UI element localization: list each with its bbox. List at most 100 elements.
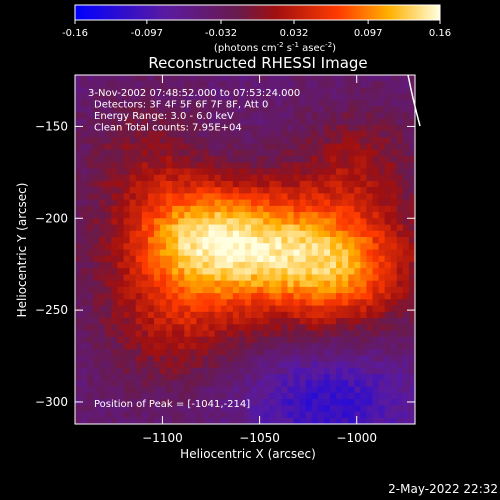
- heatmap-cell: [245, 299, 252, 307]
- heatmap-cell: [372, 311, 380, 319]
- heatmap-cell: [184, 218, 191, 226]
- heatmap-cell: [172, 268, 179, 276]
- heatmap-cell: [348, 199, 355, 207]
- heatmap-cell: [172, 380, 179, 388]
- heatmap-cell: [348, 124, 355, 132]
- heatmap-cell: [172, 193, 179, 201]
- heatmap-cell: [166, 261, 173, 269]
- heatmap-cell: [196, 305, 204, 313]
- heatmap-cell: [81, 361, 88, 369]
- heatmap-cell: [226, 399, 234, 406]
- heatmap-cell: [147, 212, 155, 219]
- heatmap-cell: [317, 199, 325, 207]
- heatmap-cell: [196, 268, 204, 276]
- heatmap-cell: [208, 124, 216, 132]
- heatmap-cell: [257, 224, 264, 232]
- heatmap-cell: [129, 261, 137, 269]
- heatmap-cell: [220, 118, 228, 126]
- heatmap-cell: [342, 174, 349, 182]
- heatmap-cell: [117, 411, 125, 419]
- heatmap-cell: [269, 380, 276, 388]
- heatmap-cell: [396, 137, 404, 145]
- heatmap-cell: [360, 75, 368, 82]
- heatmap-cell: [172, 399, 179, 406]
- heatmap-cell: [311, 174, 319, 182]
- heatmap-cell: [299, 392, 307, 400]
- heatmap-cell: [342, 156, 349, 163]
- heatmap-cell: [384, 318, 392, 325]
- heatmap-cell: [81, 75, 88, 82]
- heatmap-cell: [311, 293, 319, 300]
- heatmap-cell: [251, 112, 258, 120]
- heatmap-cell: [251, 324, 258, 332]
- heatmap-cell: [251, 386, 258, 394]
- heatmap-cell: [305, 193, 313, 201]
- heatmap-cell: [372, 112, 380, 120]
- heatmap-cell: [275, 199, 283, 207]
- heatmap-cell: [384, 349, 392, 357]
- heatmap-cell: [172, 75, 179, 82]
- heatmap-cell: [269, 374, 276, 381]
- heatmap-cell: [275, 249, 283, 257]
- heatmap-cell: [166, 218, 173, 226]
- heatmap-cell: [214, 355, 222, 363]
- heatmap-cell: [166, 143, 173, 151]
- heatmap-cell: [184, 280, 191, 288]
- heatmap-cell: [196, 349, 204, 357]
- heatmap-cell: [190, 137, 198, 145]
- heatmap-cell: [178, 261, 185, 269]
- heatmap-cell: [190, 237, 198, 244]
- heatmap-cell: [287, 318, 295, 325]
- heatmap-cell: [105, 305, 113, 313]
- heatmap-cell: [342, 299, 349, 307]
- heatmap-cell: [396, 411, 404, 419]
- heatmap-cell: [105, 199, 113, 207]
- heatmap-cell: [166, 212, 173, 219]
- heatmap-cell: [111, 399, 119, 406]
- heatmap-cell: [208, 367, 216, 375]
- heatmap-cell: [160, 218, 167, 226]
- heatmap-cell: [117, 162, 125, 170]
- heatmap-cell: [348, 330, 355, 338]
- heatmap-cell: [396, 405, 404, 413]
- heatmap-cell: [396, 355, 404, 363]
- heatmap-cell: [135, 212, 143, 219]
- heatmap-cell: [147, 261, 155, 269]
- heatmap-cell: [214, 230, 222, 238]
- heatmap-cell: [269, 342, 276, 350]
- heatmap-cell: [402, 417, 410, 425]
- heatmap-cell: [105, 224, 113, 232]
- heatmap-cell: [75, 367, 82, 375]
- heatmap-cell: [184, 205, 191, 213]
- heatmap-cell: [190, 193, 198, 201]
- heatmap-cell: [81, 180, 88, 188]
- heatmap-cell: [184, 367, 191, 375]
- heatmap-cell: [408, 261, 416, 269]
- heatmap-cell: [263, 349, 270, 357]
- heatmap-cell: [311, 280, 319, 288]
- heatmap-cell: [378, 367, 386, 375]
- heatmap-cell: [305, 124, 313, 132]
- heatmap-cell: [366, 93, 374, 101]
- heatmap-cell: [348, 405, 355, 413]
- heatmap-cell: [360, 299, 368, 307]
- heatmap-cell: [87, 168, 94, 176]
- heatmap-cell: [402, 143, 410, 151]
- heatmap-cell: [135, 386, 143, 394]
- heatmap-cell: [232, 255, 240, 263]
- heatmap-cell: [317, 187, 325, 195]
- heatmap-cell: [372, 349, 380, 357]
- heatmap-cell: [366, 280, 374, 288]
- heatmap-cell: [354, 367, 361, 375]
- heatmap-cell: [99, 411, 106, 419]
- heatmap-cell: [135, 199, 143, 207]
- heatmap-cell: [330, 99, 337, 107]
- heatmap-cell: [263, 336, 270, 344]
- heatmap-cell: [360, 162, 368, 170]
- heatmap-cell: [184, 99, 191, 107]
- heatmap-cell: [220, 280, 228, 288]
- heatmap-cell: [184, 193, 191, 201]
- heatmap-cell: [166, 180, 173, 188]
- heatmap-cell: [202, 187, 210, 195]
- heatmap-cell: [366, 417, 374, 425]
